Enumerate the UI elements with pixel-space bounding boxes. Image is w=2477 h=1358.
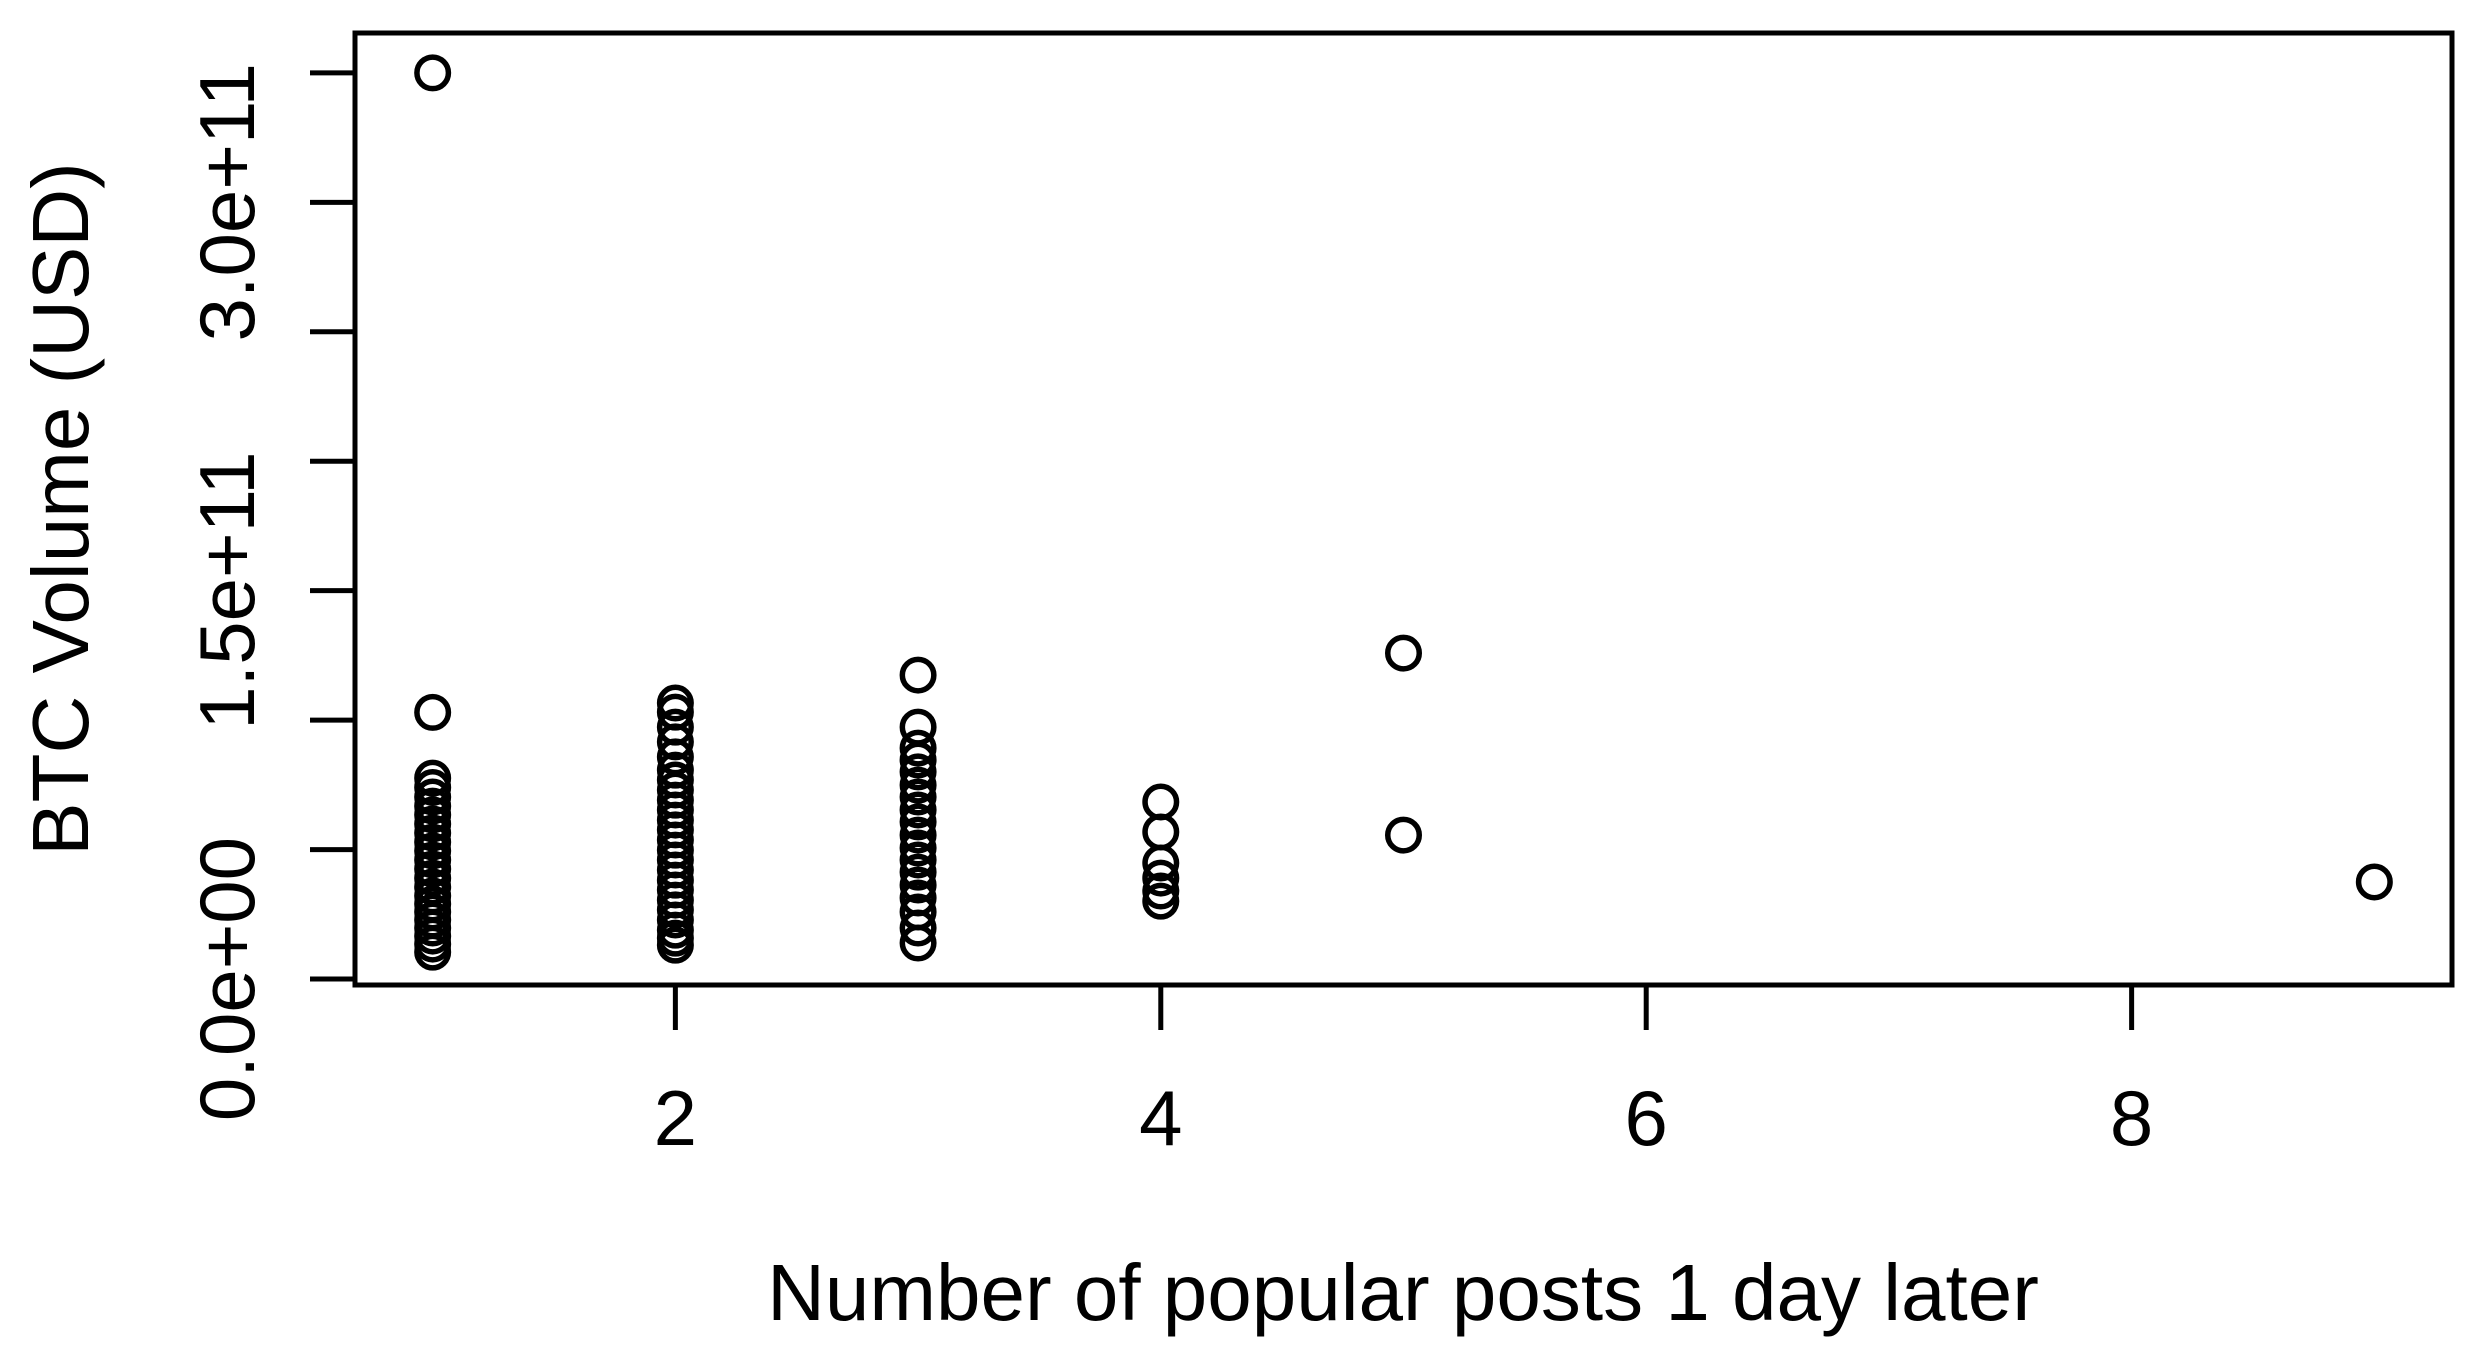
data-point bbox=[899, 829, 937, 867]
x-axis-ticks bbox=[672, 985, 2135, 1030]
data-point bbox=[899, 909, 937, 947]
x-axis-tick-labels: 2 4 6 8 bbox=[654, 1074, 2154, 1162]
data-point bbox=[899, 841, 937, 879]
data-point bbox=[899, 741, 937, 779]
data-point bbox=[1385, 816, 1422, 854]
data-point bbox=[899, 803, 937, 841]
data-point bbox=[414, 933, 452, 971]
data-point bbox=[656, 723, 694, 761]
data-point bbox=[899, 753, 937, 791]
plot-box bbox=[352, 30, 2455, 988]
data-point bbox=[899, 924, 937, 962]
data-point bbox=[414, 54, 452, 92]
data-point bbox=[899, 656, 937, 694]
scatter-points bbox=[414, 54, 2393, 971]
data-point bbox=[2355, 863, 2393, 901]
x-axis-title: Number of popular posts 1 day later bbox=[767, 1248, 2039, 1337]
data-point bbox=[899, 853, 937, 891]
data-point bbox=[414, 693, 452, 731]
data-point bbox=[899, 866, 937, 904]
x-tick-label: 8 bbox=[2110, 1074, 2153, 1162]
data-point bbox=[1142, 813, 1180, 851]
y-tick-label: 0.0e+00 bbox=[183, 837, 271, 1121]
y-tick-label: 1.5e+11 bbox=[183, 452, 271, 730]
x-tick-label: 4 bbox=[1139, 1074, 1182, 1162]
data-point bbox=[1142, 872, 1180, 910]
data-point bbox=[656, 891, 694, 929]
data-point bbox=[899, 778, 937, 816]
y-axis-ticks bbox=[310, 70, 355, 982]
data-point bbox=[899, 791, 937, 829]
y-axis-title: BTC Volume (USD) bbox=[16, 162, 105, 855]
x-tick-label: 2 bbox=[654, 1074, 697, 1162]
data-point bbox=[656, 901, 694, 939]
data-point bbox=[1142, 859, 1180, 897]
data-point bbox=[1142, 882, 1180, 920]
data-point bbox=[1142, 783, 1180, 821]
data-point bbox=[656, 926, 694, 964]
data-point bbox=[899, 729, 937, 767]
data-point bbox=[1142, 844, 1180, 882]
y-axis-tick-labels: 0.0e+00 1.5e+11 3.0e+11 bbox=[183, 63, 271, 1121]
data-point bbox=[899, 766, 937, 804]
y-tick-label: 3.0e+11 bbox=[183, 63, 271, 341]
x-tick-label: 6 bbox=[1625, 1074, 1668, 1162]
data-point bbox=[1385, 634, 1422, 672]
data-point bbox=[899, 816, 937, 854]
